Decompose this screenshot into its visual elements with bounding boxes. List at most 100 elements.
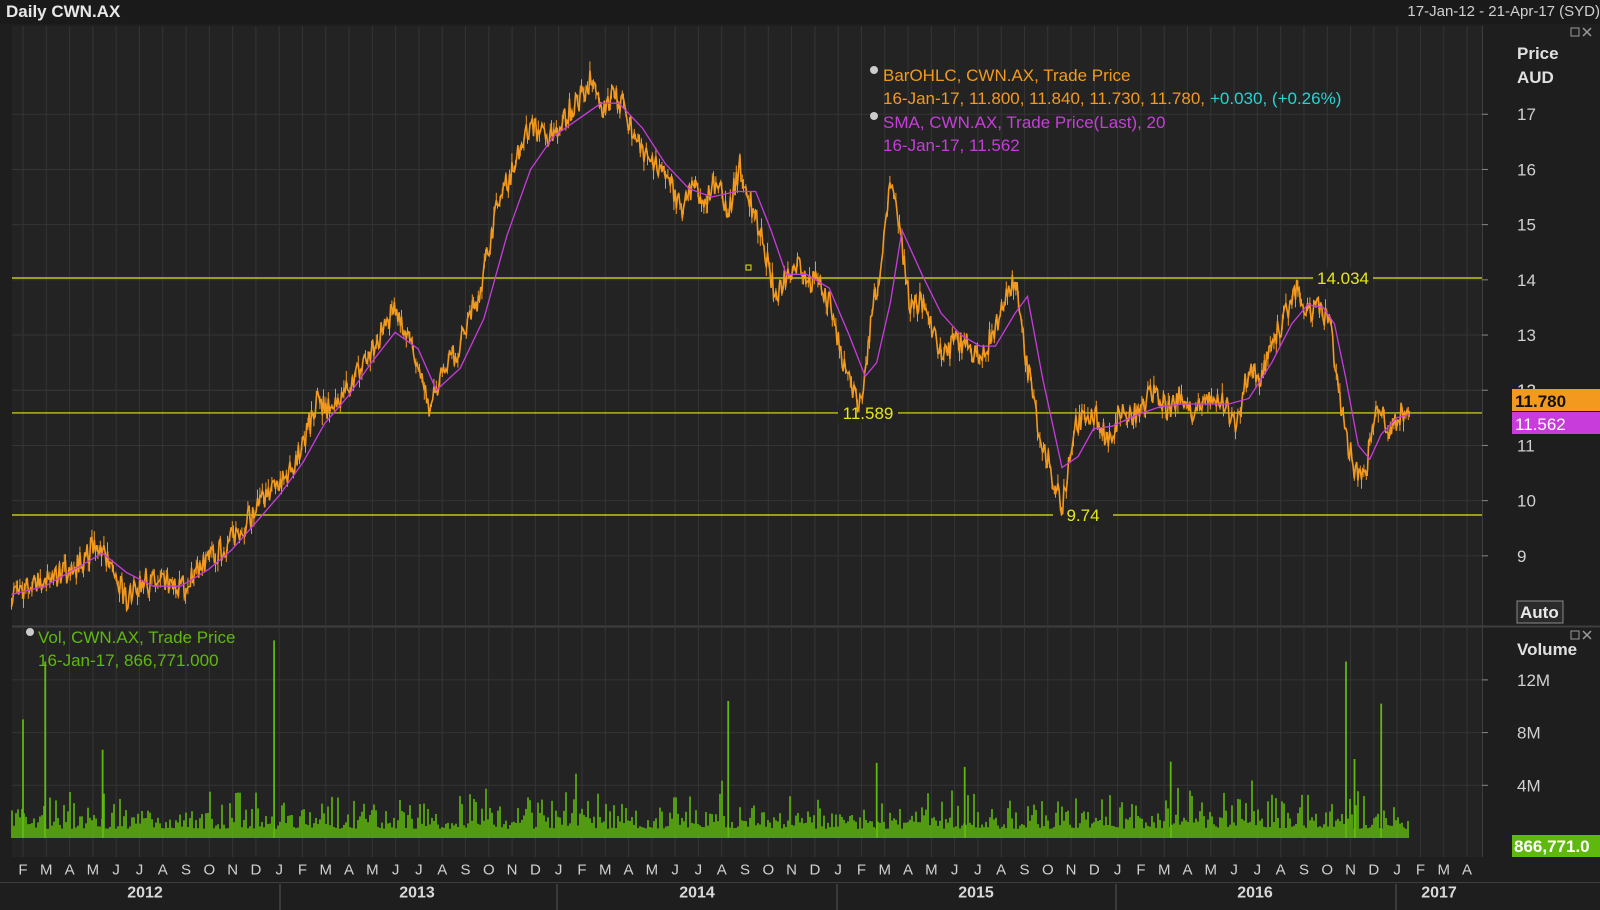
month-label: M xyxy=(925,861,938,878)
year-label: 2016 xyxy=(1237,884,1273,901)
price-legend-line1: BarOHLC, CWN.AX, Trade Price xyxy=(883,66,1131,85)
year-label: 2014 xyxy=(679,884,715,901)
month-label: M xyxy=(320,861,333,878)
month-label: J xyxy=(112,861,120,878)
reference-line-label: 11.589 xyxy=(843,404,894,423)
month-label: F xyxy=(577,861,586,878)
month-label: J xyxy=(671,861,679,878)
sma-legend-line1: SMA, CWN.AX, Trade Price(Last), 20 xyxy=(883,113,1165,132)
sma-series-line[interactable] xyxy=(11,102,1410,596)
month-label: A xyxy=(1462,861,1472,878)
month-label: O xyxy=(1321,861,1333,878)
horizontal-reference-lines[interactable]: 14.034 11.589 9.74 xyxy=(12,267,1482,525)
month-label: D xyxy=(530,861,541,878)
price-tick-label: 15 xyxy=(1517,216,1536,235)
close-icon[interactable] xyxy=(1582,630,1592,640)
month-label: J xyxy=(415,861,423,878)
month-label: A xyxy=(65,861,75,878)
reference-label-bg xyxy=(1053,504,1113,525)
price-tick-label: 10 xyxy=(1517,492,1536,511)
month-label: A xyxy=(344,861,354,878)
date-range: 17-Jan-12 - 21-Apr-17 (SYD) xyxy=(1407,3,1600,20)
month-label: O xyxy=(203,861,215,878)
month-label: M xyxy=(878,861,891,878)
volume-legend-line1: Vol, CWN.AX, Trade Price xyxy=(38,628,235,647)
month-label: O xyxy=(1042,861,1054,878)
month-label: J xyxy=(392,861,400,878)
legend-toggle-icon[interactable] xyxy=(26,628,34,636)
line-anchor-icon[interactable] xyxy=(745,264,752,271)
price-tick-label: 14 xyxy=(1517,271,1536,290)
month-label: J xyxy=(951,861,959,878)
volume-panel[interactable] xyxy=(12,627,1482,857)
month-label: F xyxy=(298,861,307,878)
month-label: J xyxy=(136,861,144,878)
chart-canvas[interactable]: 14.034 11.589 9.74 BarOHLC, CWN.AX, Trade … xyxy=(0,24,1600,910)
auto-scale-button[interactable]: Auto xyxy=(1516,600,1564,624)
month-label: M xyxy=(40,861,53,878)
price-panel-controls[interactable] xyxy=(1570,27,1592,37)
month-label: J xyxy=(1230,861,1238,878)
month-label: J xyxy=(1254,861,1262,878)
month-label: S xyxy=(740,861,750,878)
month-label: J xyxy=(555,861,563,878)
price-legend-change: +0.030, (+0.26%) xyxy=(1210,89,1341,108)
month-label: D xyxy=(1089,861,1100,878)
price-legend: BarOHLC, CWN.AX, Trade Price 16-Jan-17, … xyxy=(870,66,1341,155)
legend-toggle-icon[interactable] xyxy=(870,66,878,74)
month-label: N xyxy=(786,861,797,878)
price-tick-label: 13 xyxy=(1517,326,1536,345)
chart-title: Daily CWN.AX xyxy=(6,2,121,21)
volume-bars[interactable] xyxy=(11,640,1409,838)
year-label: 2013 xyxy=(399,884,435,901)
close-icon[interactable] xyxy=(1582,27,1592,37)
time-axis[interactable] xyxy=(0,858,1600,910)
month-label: S xyxy=(461,861,471,878)
maximize-icon[interactable] xyxy=(1570,27,1580,37)
volume-gridlines xyxy=(12,679,1482,786)
reference-label-bg xyxy=(1313,267,1373,288)
month-label: J xyxy=(834,861,842,878)
volume-tick-label: 4M xyxy=(1517,776,1541,795)
month-label: M xyxy=(1158,861,1171,878)
month-label: A xyxy=(903,861,913,878)
month-label: S xyxy=(1019,861,1029,878)
price-axis[interactable]: Price AUD xyxy=(1517,44,1559,87)
price-legend-values: 16-Jan-17, 11.800, 11.840, 11.730, 11.78… xyxy=(883,89,1205,108)
price-tick-label: 11 xyxy=(1517,436,1535,455)
volume-legend: Vol, CWN.AX, Trade Price 16-Jan-17, 866,… xyxy=(26,628,235,670)
volume-tick-labels: 4M 8M 12M xyxy=(1482,671,1550,795)
reference-line-label: 14.034 xyxy=(1317,269,1369,288)
year-label: 2012 xyxy=(127,884,163,901)
month-label: J xyxy=(275,861,283,878)
volume-tick-label: 8M xyxy=(1517,724,1541,743)
year-label: 2015 xyxy=(958,884,994,901)
auto-button-frame[interactable] xyxy=(1516,600,1564,624)
month-label: M xyxy=(646,861,659,878)
auto-button-label[interactable]: Auto xyxy=(1520,603,1559,622)
month-label: N xyxy=(1345,861,1356,878)
month-label: J xyxy=(1114,861,1122,878)
last-price-badge xyxy=(1512,389,1600,411)
month-label: N xyxy=(507,861,518,878)
month-label: F xyxy=(18,861,27,878)
month-label: A xyxy=(996,861,1006,878)
month-label: M xyxy=(1437,861,1450,878)
legend-toggle-icon[interactable] xyxy=(870,112,878,120)
chart-header: Daily CWN.AX 17-Jan-12 - 21-Apr-17 (SYD) xyxy=(0,0,1600,24)
maximize-icon[interactable] xyxy=(1570,630,1580,640)
month-label: A xyxy=(624,861,634,878)
sma-tag: 11.562 xyxy=(1512,412,1600,434)
price-axis-title: Price xyxy=(1517,44,1559,63)
month-label: A xyxy=(1183,861,1193,878)
month-label: A xyxy=(1276,861,1286,878)
last-volume-value: 866,771.0 xyxy=(1514,837,1590,856)
month-label: J xyxy=(1393,861,1401,878)
month-label: D xyxy=(250,861,261,878)
price-panel[interactable] xyxy=(12,26,1482,626)
sma-badge xyxy=(1512,412,1600,434)
month-label: M xyxy=(599,861,612,878)
month-label: O xyxy=(762,861,774,878)
volume-panel-controls[interactable] xyxy=(1570,630,1592,640)
